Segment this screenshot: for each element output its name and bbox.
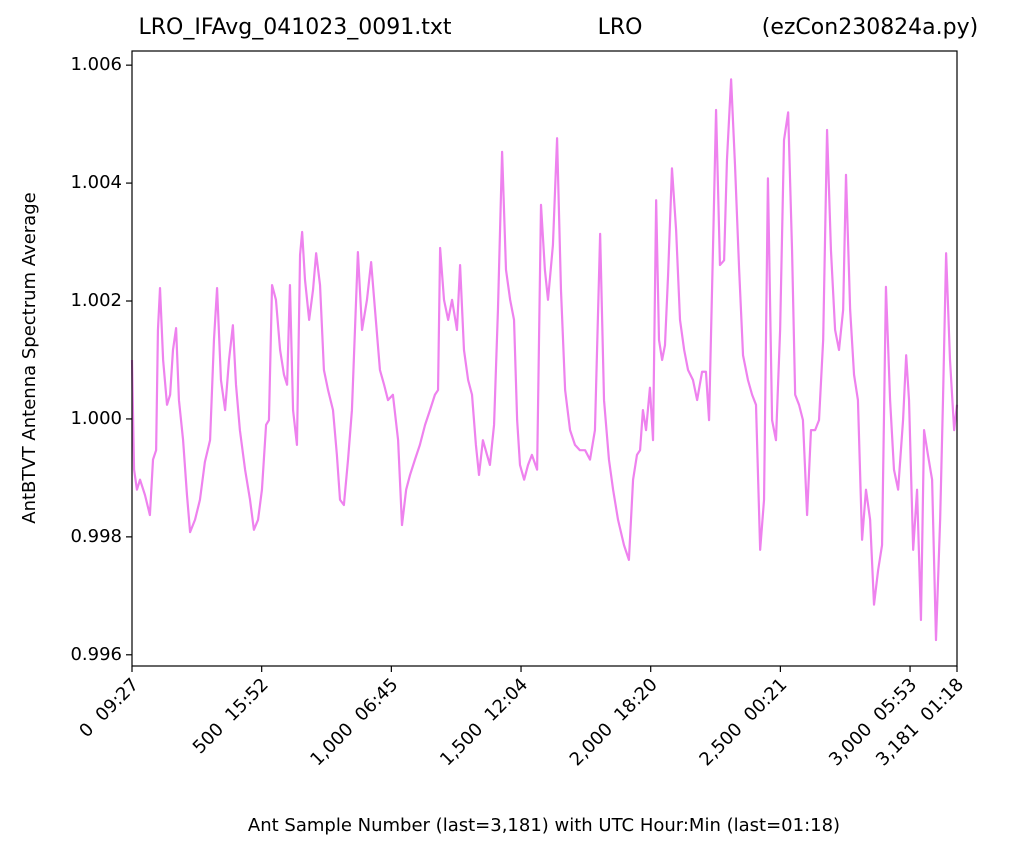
chart-title-right: (ezCon230824a.py) — [762, 15, 978, 40]
x-tick-label: 1,000 06:45 — [306, 674, 402, 770]
y-tick-label: 0.996 — [70, 644, 122, 665]
y-tick-label: 1.004 — [70, 172, 122, 193]
y-tick-label: 1.006 — [70, 54, 122, 75]
y-axis-label: AntBTVT Antenna Spectrum Average — [19, 192, 40, 523]
y-tick-label: 1.000 — [70, 408, 122, 429]
x-tick-label: 500 15:52 — [189, 674, 273, 758]
x-tick-label: 0 09:27 — [75, 674, 143, 742]
data-line — [130, 78, 959, 642]
chart-title-left: LRO_IFAvg_041023_0091.txt — [139, 15, 452, 40]
chart-title: LRO — [598, 15, 643, 40]
x-tick-label: 2,500 00:21 — [695, 674, 791, 770]
x-axis-label: Ant Sample Number (last=3,181) with UTC … — [248, 815, 840, 836]
plot-frame — [131, 50, 958, 667]
y-tick-label: 0.998 — [70, 526, 122, 547]
x-tick-label: 2,000 18:20 — [566, 674, 662, 770]
y-tick-label: 1.002 — [70, 290, 122, 311]
x-tick-label: 1,500 12:04 — [436, 674, 532, 770]
